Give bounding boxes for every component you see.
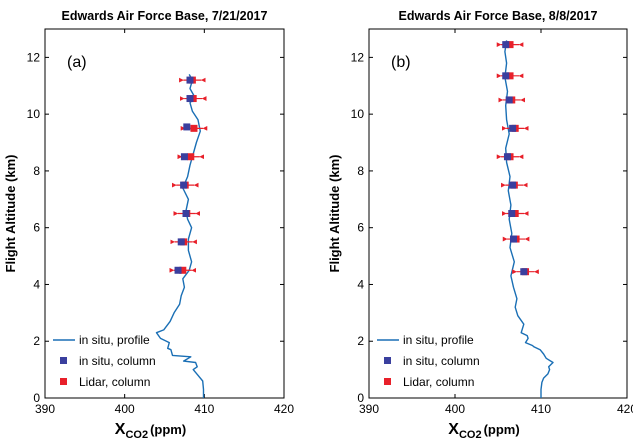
- y-tick-label: 2: [357, 334, 364, 348]
- y-tick-label: 0: [33, 391, 40, 405]
- legend-swatch-lidar-column: [384, 378, 391, 385]
- lidar-column-point: [190, 124, 198, 132]
- y-tick-label: 6: [357, 221, 364, 235]
- lidar-column-point: [179, 266, 187, 274]
- in-situ-column-point: [502, 41, 510, 49]
- x-axis-label-main: X: [115, 421, 126, 438]
- in-situ-column-point: [509, 124, 517, 132]
- in-situ-column-point: [180, 181, 188, 189]
- in-situ-column-point: [509, 181, 517, 189]
- in-situ-column-point: [180, 153, 188, 161]
- series-line-in-situ-profile: [504, 40, 554, 398]
- in-situ-column-point: [502, 72, 510, 80]
- y-tick-label: 2: [33, 334, 40, 348]
- legend-swatch-lidar-column: [60, 378, 67, 385]
- in-situ-column-point: [508, 210, 516, 217]
- legend-label: in situ, column: [403, 354, 480, 368]
- in-situ-column-point: [186, 76, 194, 84]
- x-tick-label: 420: [274, 402, 294, 416]
- y-tick-label: 4: [33, 277, 40, 291]
- plot-frame: [44, 28, 285, 399]
- legend: in situ, profile in situ, column Lidar, co…: [377, 333, 480, 389]
- chart-title: Edwards Air Force Base, 7/21/2017: [62, 9, 268, 23]
- y-tick-label: 0: [357, 391, 364, 405]
- in-situ-column-point: [183, 123, 191, 131]
- in-situ-column-point: [505, 96, 513, 104]
- y-tick-label: 8: [33, 164, 40, 178]
- x-axis-label-subscript: CO2: [125, 429, 148, 441]
- x-axis-label-unit: (ppm): [484, 422, 520, 437]
- legend-swatch-in-situ-column: [60, 357, 67, 364]
- y-tick-label: 8: [357, 164, 364, 178]
- lidar-column-point: [506, 72, 514, 80]
- legend-label: in situ, profile: [403, 333, 474, 347]
- series-line-in-situ-profile: [155, 74, 205, 398]
- x-tick-label: 420: [617, 402, 633, 416]
- x-axis-label: XCO2 (ppm): [448, 421, 519, 441]
- legend-label: Lidar, column: [403, 375, 474, 389]
- in-situ-column-point: [503, 153, 511, 161]
- legend-swatch-in-situ-column: [384, 357, 391, 364]
- x-tick-label: 400: [445, 402, 465, 416]
- y-tick-label: 12: [351, 50, 365, 64]
- legend-label: Lidar, column: [79, 375, 150, 389]
- y-axis-label: Flight Altitude (km): [3, 155, 18, 273]
- x-axis-label-unit: (ppm): [150, 422, 186, 437]
- lidar-column-point: [506, 41, 514, 49]
- in-situ-column-point: [182, 210, 190, 217]
- in-situ-column-point: [520, 268, 528, 276]
- x-tick-label: 390: [359, 402, 379, 416]
- legend: in situ, profile in situ, column Lidar, co…: [53, 333, 156, 389]
- in-situ-column-point: [174, 266, 182, 274]
- chart-panel-1: Edwards Air Force Base, 7/21/2017 390 400 4…: [3, 9, 294, 441]
- chart-title: Edwards Air Force Base, 8/8/2017: [399, 9, 598, 23]
- panel-label: (b): [391, 54, 411, 71]
- y-tick-label: 4: [357, 277, 364, 291]
- x-tick-label: 400: [115, 402, 135, 416]
- x-axis-label: XCO2 (ppm): [115, 421, 186, 441]
- y-axis-label: Flight Altitude (km): [327, 155, 342, 273]
- y-tick-label: 12: [27, 50, 41, 64]
- x-axis-label-subscript: CO2: [459, 429, 482, 441]
- x-axis-label-main: X: [448, 421, 459, 438]
- x-tick-label: 410: [194, 402, 214, 416]
- lidar-column-point: [187, 153, 195, 161]
- in-situ-column-point: [186, 95, 194, 103]
- panel-label: (a): [67, 54, 87, 71]
- x-tick-label: 410: [531, 402, 551, 416]
- y-tick-label: 10: [27, 107, 41, 121]
- in-situ-column-point: [509, 235, 517, 243]
- legend-label: in situ, column: [79, 354, 156, 368]
- y-tick-label: 10: [351, 107, 365, 121]
- x-tick-label: 390: [35, 402, 55, 416]
- plot-frame: [368, 28, 628, 399]
- in-situ-column-point: [177, 238, 185, 246]
- y-tick-label: 6: [33, 221, 40, 235]
- legend-label: in situ, profile: [79, 333, 150, 347]
